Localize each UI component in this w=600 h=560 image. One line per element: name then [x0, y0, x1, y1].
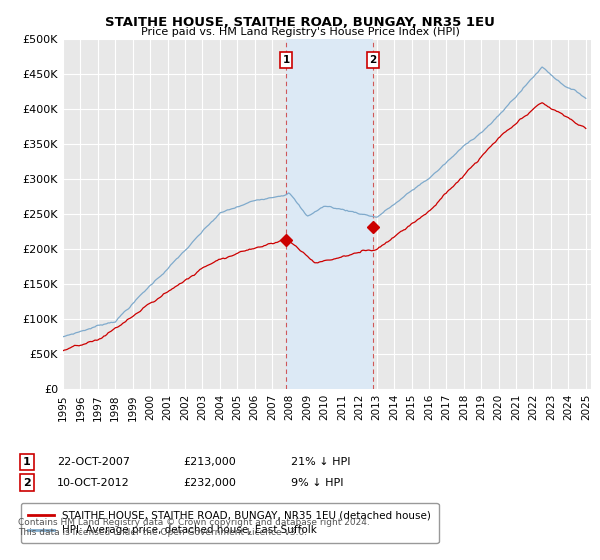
Text: 2: 2 [23, 478, 31, 488]
Text: 2: 2 [369, 55, 376, 65]
Text: 1: 1 [283, 55, 290, 65]
Text: 9% ↓ HPI: 9% ↓ HPI [291, 478, 343, 488]
Legend: STAITHE HOUSE, STAITHE ROAD, BUNGAY, NR35 1EU (detached house), HPI: Average pri: STAITHE HOUSE, STAITHE ROAD, BUNGAY, NR3… [20, 503, 439, 543]
Text: £213,000: £213,000 [183, 457, 236, 467]
Text: 10-OCT-2012: 10-OCT-2012 [57, 478, 130, 488]
Text: 21% ↓ HPI: 21% ↓ HPI [291, 457, 350, 467]
Text: Price paid vs. HM Land Registry's House Price Index (HPI): Price paid vs. HM Land Registry's House … [140, 27, 460, 37]
Text: Contains HM Land Registry data © Crown copyright and database right 2024.
This d: Contains HM Land Registry data © Crown c… [18, 518, 370, 538]
Text: £232,000: £232,000 [183, 478, 236, 488]
Text: STAITHE HOUSE, STAITHE ROAD, BUNGAY, NR35 1EU: STAITHE HOUSE, STAITHE ROAD, BUNGAY, NR3… [105, 16, 495, 29]
Text: 22-OCT-2007: 22-OCT-2007 [57, 457, 130, 467]
Text: 1: 1 [23, 457, 31, 467]
Bar [286, 39, 373, 389]
